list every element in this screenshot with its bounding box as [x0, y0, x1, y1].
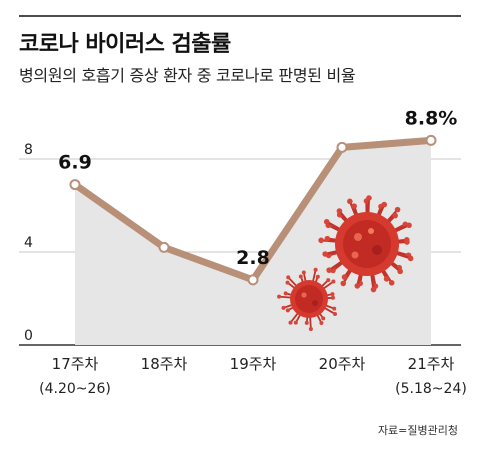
chart-subtitle: 병의원의 호흡기 증상 환자 중 코로나로 판명된 비율 [19, 66, 356, 85]
y-tick-label: 8 [24, 142, 33, 158]
data-labels: 6.9 2.8 8.8% [58, 107, 458, 269]
source-note: 자료=질병관리청 [377, 424, 458, 437]
data-label-21주차: 8.8% [405, 107, 458, 129]
area-fill [75, 140, 431, 345]
data-point-17주차 [69, 179, 81, 191]
x-axis-labels: 17주차 (4.20~26) 18주차 19주차 20주차 21주차 (5.18~24) [39, 355, 467, 397]
data-points [69, 134, 437, 286]
data-point-20주차 [336, 141, 348, 153]
data-label-17주차: 6.9 [58, 152, 92, 174]
x-tick-label: 21주차 [408, 355, 455, 373]
y-axis-ticks: 0 4 8 [24, 142, 33, 344]
data-point-18주차 [158, 241, 170, 253]
x-tick-sublabel: (4.20~26) [39, 381, 111, 397]
data-point-19주차 [247, 274, 259, 286]
x-tick-label: 18주차 [141, 355, 188, 373]
x-tick-label: 20주차 [319, 355, 366, 373]
top-rule [19, 15, 461, 17]
x-tick-sublabel: (5.18~24) [395, 381, 467, 397]
data-point-21주차 [425, 134, 437, 146]
y-tick-label: 4 [24, 235, 33, 251]
virus-illustration-large [318, 195, 414, 293]
y-tick-label: 0 [24, 328, 33, 344]
x-tick-label: 19주차 [230, 355, 277, 373]
chart-title: 코로나 바이러스 검출률 [19, 32, 231, 57]
virus-illustration-small [277, 267, 338, 331]
x-tick-label: 17주차 [52, 355, 99, 373]
data-label-19주차: 2.8 [236, 247, 270, 269]
